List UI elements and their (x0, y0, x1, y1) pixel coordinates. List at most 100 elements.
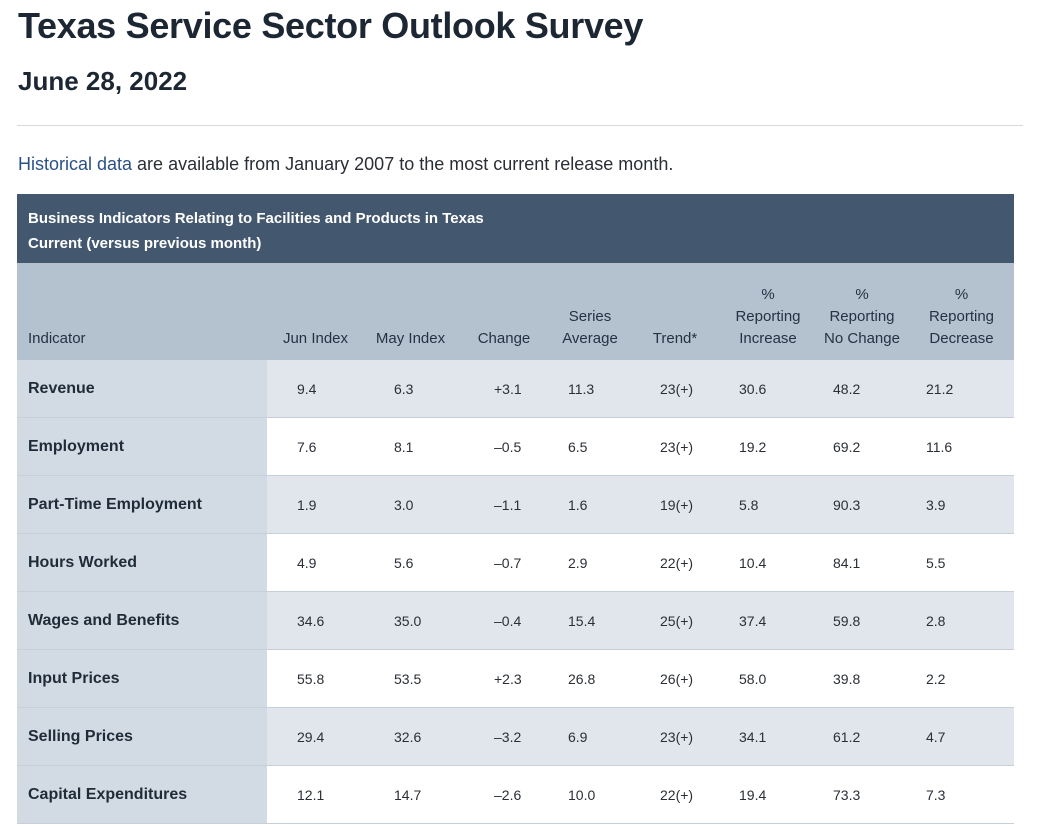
cell-pct-increase: 19.4 (721, 765, 815, 824)
cell-jun-index: 9.4 (267, 360, 364, 418)
data-table: Indicator Jun Index May Index Change Series A… (17, 263, 1014, 824)
indicator-name: Selling Prices (17, 707, 267, 766)
column-header-pct-no-change: % Reporting No Change (815, 263, 909, 360)
cell-pct-increase: 37.4 (721, 591, 815, 650)
cell-change: –1.1 (457, 475, 551, 534)
column-header-jun-index: Jun Index (267, 263, 364, 360)
cell-pct-no-change: 61.2 (815, 707, 909, 766)
column-header-line: Change (477, 330, 531, 347)
intro-text: Historical data are available from Janua… (18, 154, 673, 175)
cell-change: –3.2 (457, 707, 551, 766)
cell-pct-decrease: 21.2 (909, 360, 1014, 418)
indicator-name: Hours Worked (17, 533, 267, 592)
column-header-line: % (954, 286, 969, 303)
caption-title: Business Indicators Relating to Faciliti… (28, 210, 484, 227)
cell-trend: 25(+) (629, 591, 721, 650)
cell-pct-decrease: 2.2 (909, 649, 1014, 708)
cell-series-average: 11.3 (551, 360, 629, 418)
column-header-line: % (761, 286, 775, 303)
column-header-may-index: May Index (364, 263, 457, 360)
cell-series-average: 10.0 (551, 765, 629, 824)
cell-change: –0.4 (457, 591, 551, 650)
cell-jun-index: 55.8 (267, 649, 364, 708)
cell-pct-no-change: 48.2 (815, 360, 909, 418)
column-header-line: Decrease (929, 330, 994, 347)
cell-change: –0.5 (457, 417, 551, 476)
column-header-indicator: Indicator (17, 263, 267, 360)
cell-pct-increase: 34.1 (721, 707, 815, 766)
cell-pct-increase: 58.0 (721, 649, 815, 708)
cell-may-index: 35.0 (364, 591, 457, 650)
column-header-line: Jun Index (282, 330, 349, 347)
table-row: Hours Worked 4.9 5.6 –0.7 2.9 22(+) 10.4 84.1 5.… (17, 533, 1014, 592)
column-header-line: Average (562, 330, 618, 347)
column-header-line: Trend* (652, 330, 698, 347)
cell-may-index: 53.5 (364, 649, 457, 708)
cell-change: +2.3 (457, 649, 551, 708)
cell-pct-no-change: 69.2 (815, 417, 909, 476)
cell-trend: 22(+) (629, 533, 721, 592)
page-title: Texas Service Sector Outlook Survey (18, 5, 644, 46)
column-header-line: Indicator (28, 330, 86, 347)
cell-pct-decrease: 11.6 (909, 417, 1014, 476)
column-header-line: Reporting (735, 308, 801, 325)
cell-jun-index: 29.4 (267, 707, 364, 766)
column-header-pct-increase: % Reporting Increase (721, 263, 815, 360)
column-header-line: May Index (375, 330, 446, 347)
table-row: Wages and Benefits 34.6 35.0 –0.4 15.4 25(+) 3… (17, 591, 1014, 650)
column-header-line: % (855, 286, 869, 303)
cell-trend: 23(+) (629, 360, 721, 418)
historical-data-link[interactable]: Historical data (18, 154, 133, 174)
cell-may-index: 5.6 (364, 533, 457, 592)
caption-subtitle: Current (versus previous month) (28, 235, 262, 252)
cell-pct-decrease: 2.8 (909, 591, 1014, 650)
cell-jun-index: 7.6 (267, 417, 364, 476)
column-header-trend: Trend* (629, 263, 721, 360)
cell-series-average: 2.9 (551, 533, 629, 592)
table-row: Selling Prices 29.4 32.6 –3.2 6.9 23(+) 34.1 61… (17, 707, 1014, 766)
cell-may-index: 3.0 (364, 475, 457, 534)
table-row: Revenue 9.4 6.3 +3.1 11.3 23(+) 30.6 48.2 21.2 (17, 360, 1014, 418)
table-row: Input Prices 55.8 53.5 +2.3 26.8 26(+) 58.0 39.… (17, 649, 1014, 708)
table-row: Employment 7.6 8.1 –0.5 6.5 23(+) 19.2 69.2 11.6 (17, 417, 1014, 476)
indicator-name: Input Prices (17, 649, 267, 708)
cell-jun-index: 4.9 (267, 533, 364, 592)
business-indicators-table: Business Indicators Relating to Faciliti… (17, 194, 1014, 824)
column-header-line: Increase (739, 330, 797, 347)
cell-pct-no-change: 59.8 (815, 591, 909, 650)
cell-change: –2.6 (457, 765, 551, 824)
cell-jun-index: 12.1 (267, 765, 364, 824)
table-header-row: Indicator Jun Index May Index Change Series A… (17, 263, 1014, 360)
cell-pct-no-change: 39.8 (815, 649, 909, 708)
indicator-name: Wages and Benefits (17, 591, 267, 650)
cell-may-index: 14.7 (364, 765, 457, 824)
cell-pct-increase: 30.6 (721, 360, 815, 418)
column-header-line: Reporting (829, 308, 895, 325)
cell-pct-increase: 10.4 (721, 533, 815, 592)
table-body: Revenue 9.4 6.3 +3.1 11.3 23(+) 30.6 48.2 21.2 Em… (17, 360, 1014, 824)
indicator-name: Employment (17, 417, 267, 476)
column-header-line: Reporting (928, 308, 995, 325)
table-row: Part-Time Employment 1.9 3.0 –1.1 1.6 19(+) 5.… (17, 475, 1014, 534)
cell-change: +3.1 (457, 360, 551, 418)
cell-may-index: 32.6 (364, 707, 457, 766)
release-date: June 28, 2022 (18, 66, 188, 96)
cell-pct-increase: 19.2 (721, 417, 815, 476)
column-header-line: Series (568, 308, 612, 325)
cell-pct-decrease: 3.9 (909, 475, 1014, 534)
cell-change: –0.7 (457, 533, 551, 592)
table-caption: Business Indicators Relating to Faciliti… (17, 194, 1014, 263)
column-header-change: Change (457, 263, 551, 360)
indicator-name: Revenue (17, 360, 267, 418)
cell-trend: 26(+) (629, 649, 721, 708)
cell-pct-no-change: 73.3 (815, 765, 909, 824)
indicator-name: Part-Time Employment (17, 475, 267, 534)
cell-pct-increase: 5.8 (721, 475, 815, 534)
cell-trend: 22(+) (629, 765, 721, 824)
cell-series-average: 15.4 (551, 591, 629, 650)
cell-pct-no-change: 90.3 (815, 475, 909, 534)
cell-series-average: 6.5 (551, 417, 629, 476)
cell-pct-decrease: 4.7 (909, 707, 1014, 766)
cell-pct-decrease: 7.3 (909, 765, 1014, 824)
cell-trend: 19(+) (629, 475, 721, 534)
